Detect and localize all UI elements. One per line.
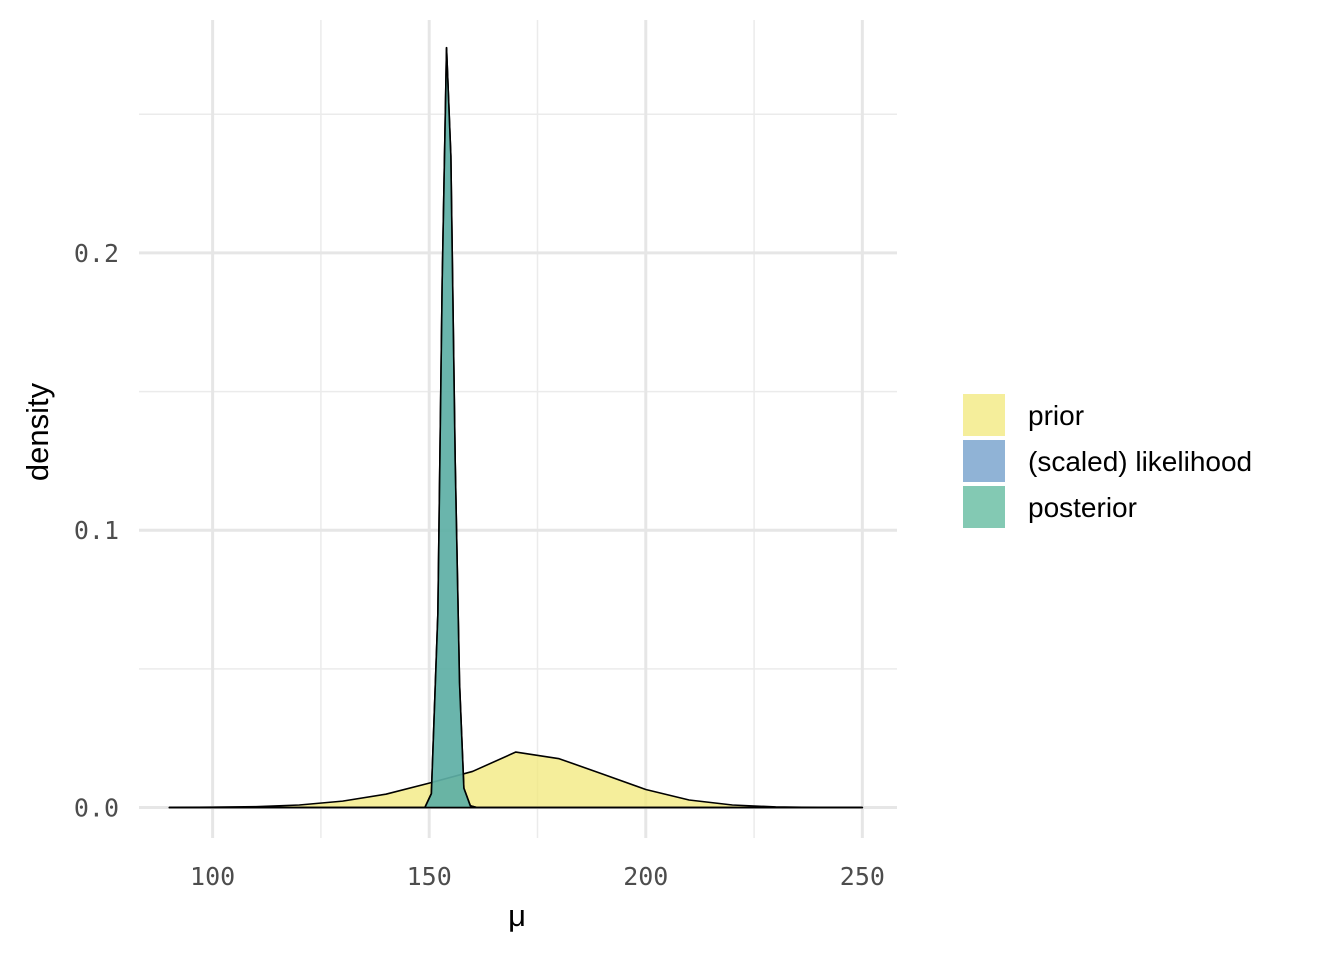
density-areas [168, 46, 864, 809]
x-tick-label: 150 [407, 862, 452, 891]
density-area-1 [168, 46, 864, 809]
minor-gridlines [139, 20, 897, 838]
legend-key-0 [963, 394, 1005, 436]
x-tick-label: 100 [190, 862, 235, 891]
legend-label-1: (scaled) likelihood [1028, 446, 1252, 477]
y-tick-label: 0.0 [74, 793, 119, 822]
x-axis-ticks: 100 150 200 250 [190, 862, 885, 891]
major-gridlines [139, 20, 897, 838]
legend-label-0: prior [1028, 400, 1084, 431]
y-axis-ticks: 0.0 0.1 0.2 [74, 239, 119, 823]
legend: prior (scaled) likelihood posterior [963, 394, 1252, 528]
x-axis-title: μ [508, 898, 526, 933]
y-tick-label: 0.2 [74, 239, 119, 268]
x-tick-label: 250 [840, 862, 885, 891]
y-axis-title: density [20, 382, 55, 481]
legend-key-1 [963, 440, 1005, 482]
x-tick-label: 200 [623, 862, 668, 891]
legend-label-2: posterior [1028, 492, 1137, 523]
density-area-2 [168, 46, 864, 809]
legend-key-2 [963, 486, 1005, 528]
density-area-0 [168, 751, 864, 809]
y-tick-label: 0.1 [74, 516, 119, 545]
